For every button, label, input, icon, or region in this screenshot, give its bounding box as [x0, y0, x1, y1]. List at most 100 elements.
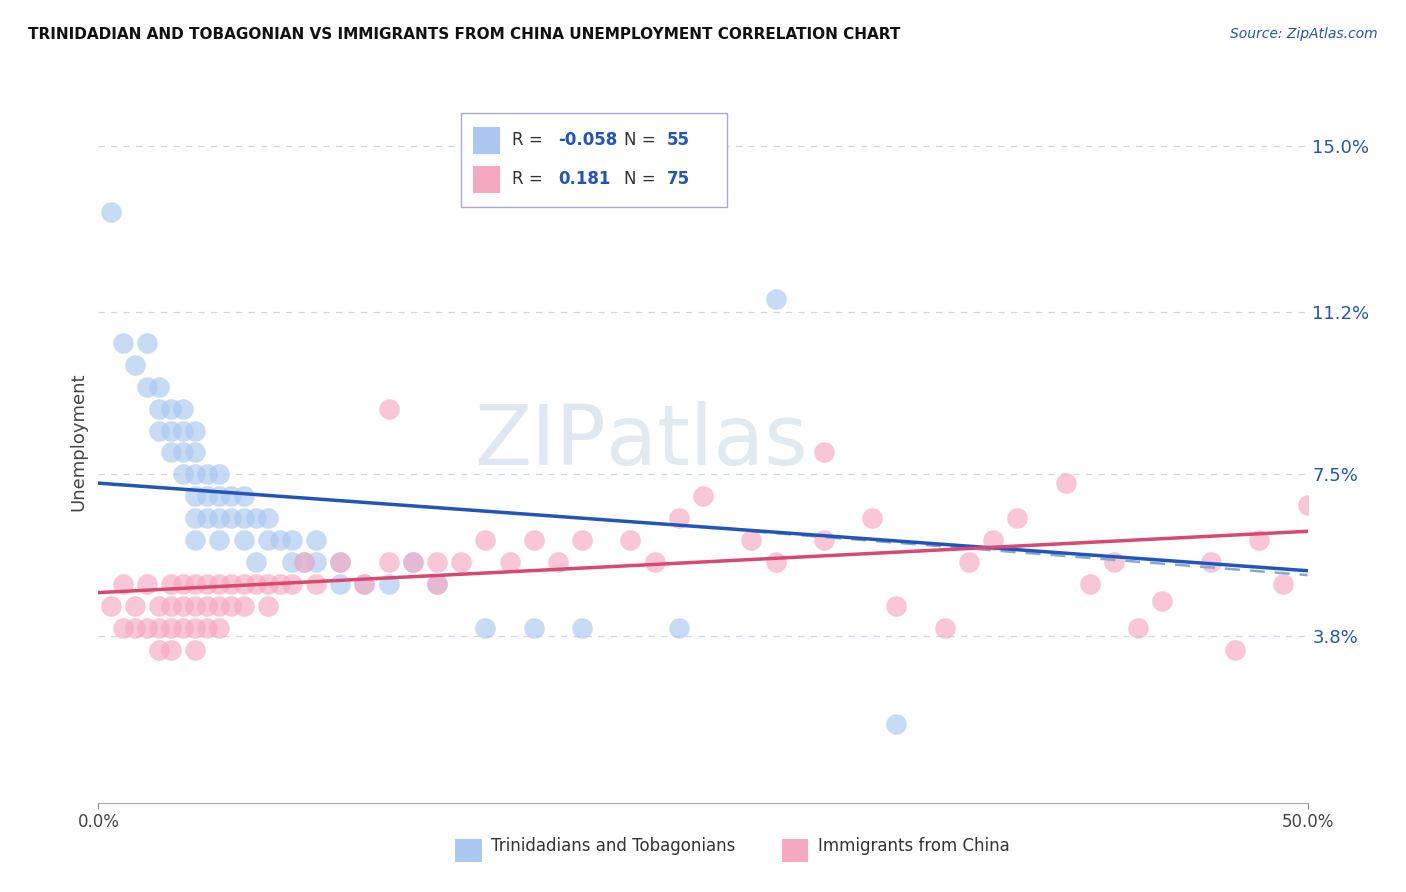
Point: [148, 599, 170, 613]
Point: [184, 424, 207, 438]
Point: [135, 336, 157, 351]
Point: [184, 511, 207, 525]
Point: [172, 599, 194, 613]
Point: [377, 577, 399, 591]
Point: [195, 489, 218, 503]
Point: [256, 577, 278, 591]
Point: [571, 533, 593, 547]
Point: [305, 577, 328, 591]
Point: [523, 533, 546, 547]
Point: [934, 621, 956, 635]
Point: [208, 489, 231, 503]
Bar: [474, 166, 501, 193]
Point: [160, 599, 183, 613]
Text: TRINIDADIAN AND TOBAGONIAN VS IMMIGRANTS FROM CHINA UNEMPLOYMENT CORRELATION CHA: TRINIDADIAN AND TOBAGONIAN VS IMMIGRANTS…: [28, 27, 900, 42]
Point: [292, 555, 315, 569]
Point: [644, 555, 666, 569]
Point: [195, 599, 218, 613]
Point: [813, 445, 835, 459]
Point: [269, 577, 291, 591]
Y-axis label: Unemployment: Unemployment: [69, 372, 87, 511]
Point: [208, 599, 231, 613]
Point: [1054, 476, 1077, 491]
Point: [221, 489, 243, 503]
Point: [208, 533, 231, 547]
Point: [184, 467, 207, 482]
Point: [184, 533, 207, 547]
Point: [765, 292, 787, 306]
Point: [547, 555, 569, 569]
Text: 75: 75: [666, 170, 690, 188]
Point: [981, 533, 1004, 547]
Text: Trinidadians and Tobagonians: Trinidadians and Tobagonians: [492, 838, 735, 855]
Text: R =: R =: [512, 170, 548, 188]
Text: Immigrants from China: Immigrants from China: [818, 838, 1010, 855]
Point: [523, 621, 546, 635]
Point: [184, 577, 207, 591]
Text: -0.058: -0.058: [558, 131, 617, 149]
Point: [232, 489, 254, 503]
Point: [232, 577, 254, 591]
Point: [619, 533, 641, 547]
Point: [172, 401, 194, 416]
Point: [292, 555, 315, 569]
Point: [100, 204, 122, 219]
Point: [245, 577, 267, 591]
Point: [172, 424, 194, 438]
Point: [426, 577, 449, 591]
Point: [1249, 533, 1271, 547]
Point: [124, 358, 146, 372]
Bar: [782, 838, 808, 862]
Text: N =: N =: [624, 131, 661, 149]
Point: [498, 555, 520, 569]
Text: 55: 55: [666, 131, 690, 149]
Point: [135, 577, 157, 591]
Text: R =: R =: [512, 131, 548, 149]
Point: [172, 467, 194, 482]
Point: [100, 599, 122, 613]
Point: [426, 555, 449, 569]
Bar: [456, 838, 482, 862]
Point: [957, 555, 980, 569]
Point: [1272, 577, 1295, 591]
Point: [860, 511, 883, 525]
Point: [221, 599, 243, 613]
Point: [740, 533, 762, 547]
Point: [172, 577, 194, 591]
Point: [1223, 642, 1246, 657]
Point: [402, 555, 425, 569]
Point: [232, 533, 254, 547]
Point: [329, 555, 352, 569]
Point: [668, 511, 690, 525]
Point: [195, 621, 218, 635]
Point: [256, 533, 278, 547]
Point: [160, 401, 183, 416]
Point: [172, 445, 194, 459]
Point: [160, 445, 183, 459]
Point: [124, 599, 146, 613]
Point: [221, 577, 243, 591]
Point: [1296, 498, 1319, 512]
Point: [1102, 555, 1125, 569]
Point: [281, 577, 304, 591]
Point: [402, 555, 425, 569]
Point: [571, 621, 593, 635]
Point: [148, 380, 170, 394]
Point: [813, 533, 835, 547]
Text: N =: N =: [624, 170, 661, 188]
Bar: [474, 127, 501, 154]
Point: [377, 555, 399, 569]
Point: [886, 599, 908, 613]
Point: [426, 577, 449, 591]
Point: [765, 555, 787, 569]
Point: [1199, 555, 1222, 569]
Text: 0.181: 0.181: [558, 170, 610, 188]
Point: [148, 424, 170, 438]
Point: [184, 599, 207, 613]
Point: [269, 533, 291, 547]
Point: [148, 621, 170, 635]
Point: [160, 424, 183, 438]
Point: [245, 511, 267, 525]
Point: [221, 511, 243, 525]
Point: [377, 401, 399, 416]
